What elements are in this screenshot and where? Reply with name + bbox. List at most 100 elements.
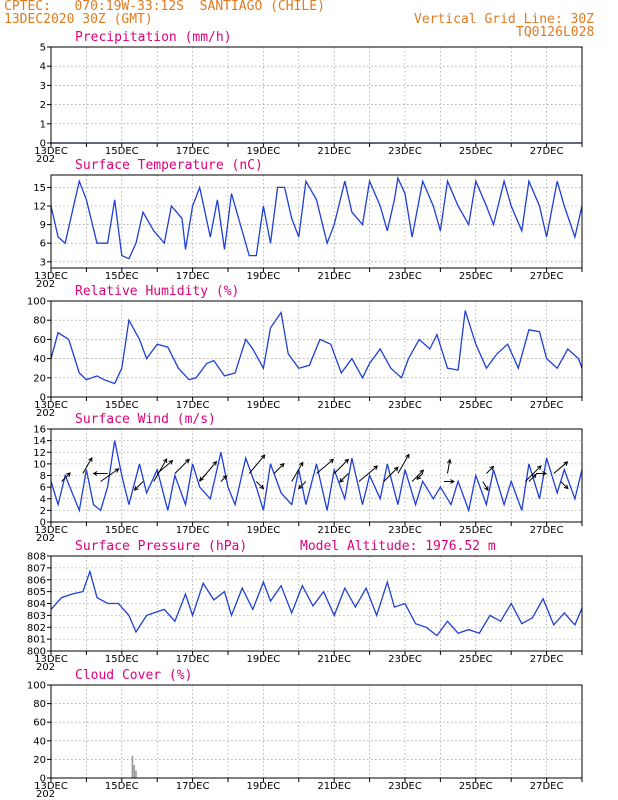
y-tick-label: 3 [40, 257, 46, 268]
y-tick-label: 80 [33, 699, 46, 710]
y-tick-label: 40 [33, 736, 46, 747]
x-tick-label: 13DEC [34, 146, 68, 157]
y-tick-label: 100 [27, 297, 46, 308]
wind-arrow [560, 481, 569, 489]
x-tick-year-stub: 202 [36, 154, 55, 165]
data-series-line [50, 310, 583, 385]
x-tick-label: 19DEC [247, 271, 281, 282]
x-tick-label: 27DEC [530, 781, 564, 792]
x-tick-label: 15DEC [105, 271, 139, 282]
wind-arrow [446, 459, 451, 474]
x-tick-label: 15DEC [105, 400, 139, 411]
y-tick-label: 808 [27, 552, 46, 563]
wind-arrow [383, 467, 399, 482]
header-date-line: 13DEC2020 30Z (GMT) [4, 12, 153, 27]
x-tick-label: 21DEC [317, 146, 351, 157]
data-series-line [50, 440, 583, 513]
wind-arrow-head [563, 484, 569, 490]
wind-arrow-head [198, 476, 204, 482]
panel-title: Relative Humidity (%) [75, 284, 239, 299]
wind-arrow [316, 458, 334, 474]
data-series-line [50, 569, 583, 637]
panel-frame [50, 684, 583, 779]
y-tick-label: 3 [40, 81, 46, 92]
x-tick-label: 25DEC [459, 146, 493, 157]
wind-arrow-head [298, 484, 303, 490]
x-tick-label: 21DEC [317, 400, 351, 411]
wind-arrow [482, 481, 489, 491]
y-tick-label: 14 [33, 436, 46, 447]
y-tick-label: 80 [33, 316, 46, 327]
x-tick-year-stub: 202 [36, 662, 55, 673]
x-tick-label: 21DEC [317, 654, 351, 665]
x-tick-label: 13DEC [34, 781, 68, 792]
wind-arrow [525, 465, 542, 482]
panel-2: 0 20 40 60 80 100 13DEC 15DEC 17DEC 19DEC 21DEC 23D… [27, 284, 583, 419]
y-tick-label: 12 [33, 202, 46, 213]
x-tick-label: 19DEC [247, 146, 281, 157]
x-tick-label: 13DEC [34, 400, 68, 411]
x-tick-label: 19DEC [247, 525, 281, 536]
y-tick-label: 100 [27, 681, 46, 692]
x-tick-label: 23DEC [388, 400, 422, 411]
wind-arrow-head [212, 460, 218, 466]
panel-1: 3 6 9 12 15 13DEC 15DEC 17DEC 19DEC 21DEC 23DEC 25D… [33, 158, 583, 290]
y-tick-label: 0 [40, 518, 46, 529]
panel-frame [50, 555, 583, 652]
wind-arrow [397, 454, 410, 474]
x-tick-label: 23DEC [388, 271, 422, 282]
x-tick-label: 15DEC [105, 781, 139, 792]
wind-arrow-head [373, 465, 379, 470]
y-tick-label: 9 [40, 220, 46, 231]
wind-arrow-head [299, 461, 304, 467]
y-tick-label: 806 [27, 575, 46, 586]
y-tick-label: 5 [40, 43, 46, 54]
wind-arrow-head [542, 471, 548, 476]
wind-arrow [248, 454, 266, 474]
wind-arrow-head [133, 486, 139, 491]
wind-arrow-head [185, 458, 190, 464]
x-tick-label: 15DEC [105, 146, 139, 157]
wind-arrow [174, 459, 190, 474]
header-grid-line-note: Vertical Grid Line: 30Z [414, 12, 595, 27]
panel-frame [50, 428, 583, 523]
y-tick-label: 8 [40, 471, 46, 482]
wind-arrow-head [419, 469, 425, 475]
cloud-bar [131, 755, 134, 778]
panel-0: 0 1 2 3 4 5 13DEC 15DEC 17DEC 19DEC 21DEC 23DEC 25DE… [34, 30, 583, 165]
y-tick-label: 40 [33, 354, 46, 365]
wind-arrow-head [329, 458, 335, 464]
x-tick-label: 25DEC [459, 400, 493, 411]
panel-title: Surface Wind (m/s) [75, 412, 216, 427]
wind-arrow-head [489, 465, 495, 471]
panel-frame [50, 174, 583, 269]
y-tick-label: 16 [33, 425, 46, 436]
x-tick-label: 21DEC [317, 781, 351, 792]
x-tick-label: 17DEC [176, 525, 210, 536]
y-tick-label: 4 [40, 62, 46, 73]
wind-arrow-head [92, 471, 98, 476]
y-tick-label: 10 [33, 459, 46, 470]
wind-arrow-head [279, 462, 285, 468]
panel-title: Precipitation (mm/h) [75, 30, 232, 45]
y-tick-label: 20 [33, 373, 46, 384]
panel-frame [50, 46, 583, 144]
header-model-id: TQ0126L028 [516, 25, 595, 40]
wind-arrow [220, 475, 227, 482]
y-tick-label: 20 [33, 755, 46, 766]
wind-arrow [553, 461, 568, 474]
y-tick-label: 807 [27, 563, 46, 574]
y-tick-label: 6 [40, 239, 46, 250]
y-tick-label: 2 [40, 506, 46, 517]
wind-arrow [100, 468, 119, 482]
x-tick-label: 23DEC [388, 654, 422, 665]
x-tick-label: 15DEC [105, 654, 139, 665]
panel-annotation: Model Altitude: 1976.52 m [300, 539, 496, 554]
wind-arrow-head [339, 478, 344, 483]
y-tick-label: 60 [33, 335, 46, 346]
x-tick-year-stub: 202 [36, 408, 55, 419]
x-tick-label: 27DEC [530, 146, 564, 157]
wind-arrow-head [416, 475, 422, 480]
